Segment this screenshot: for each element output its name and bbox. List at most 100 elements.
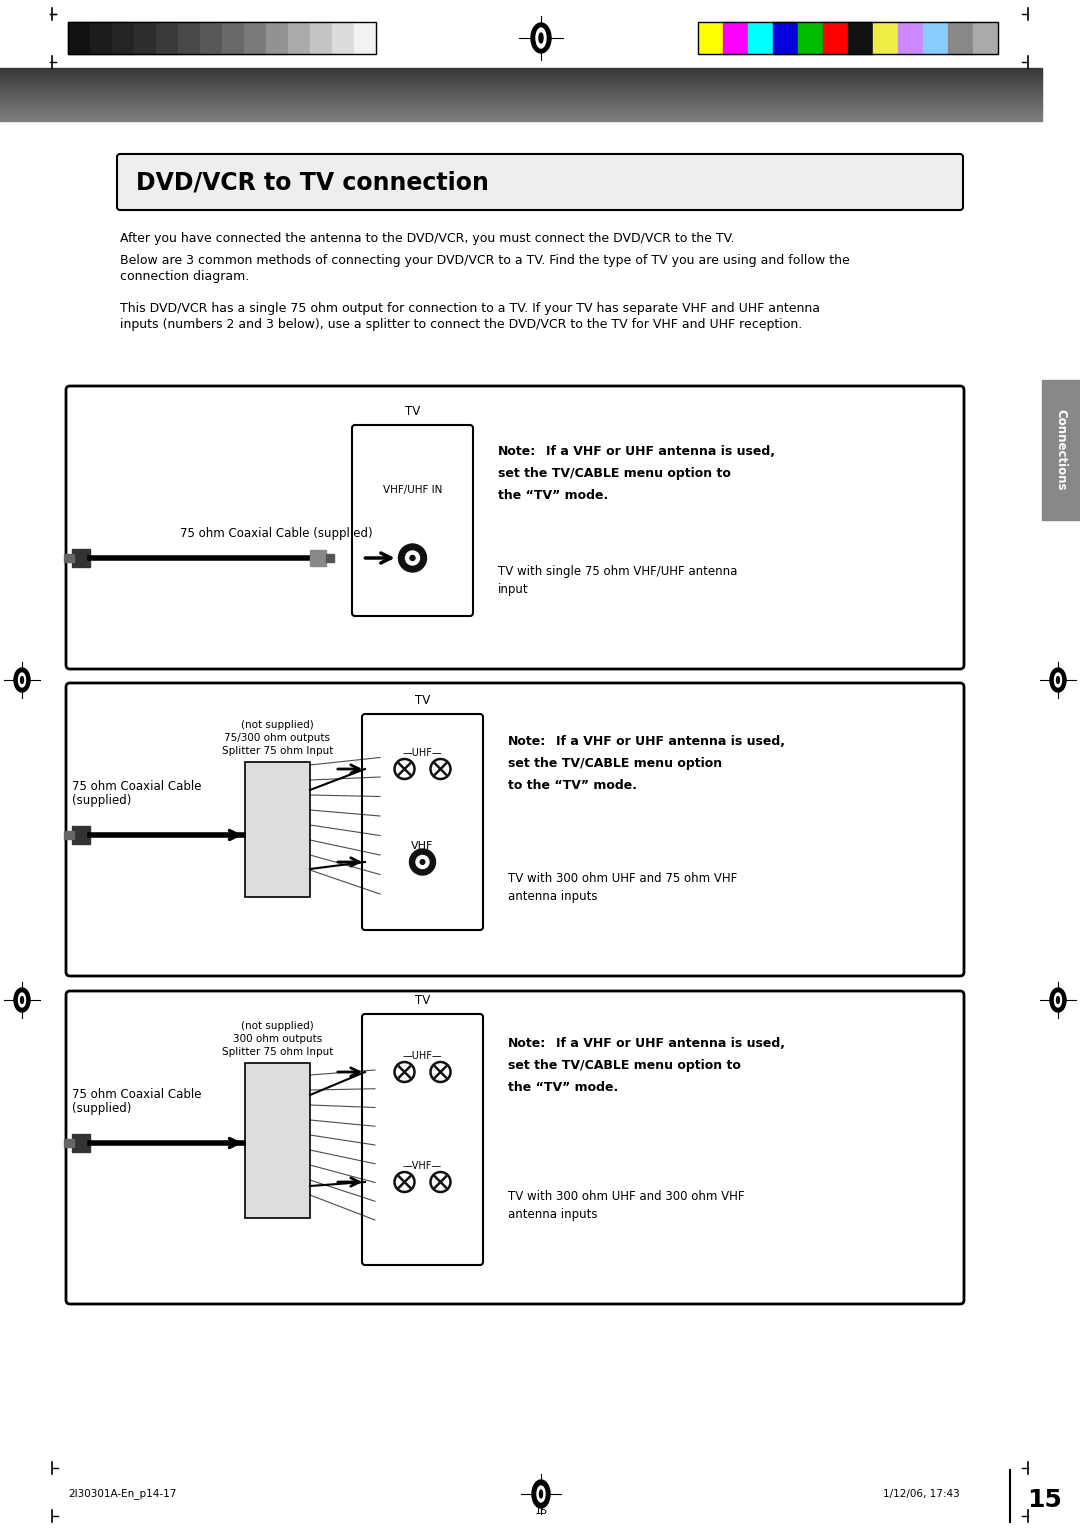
Bar	[134, 21, 156, 53]
Bar	[773, 21, 798, 53]
Bar	[72, 1134, 90, 1152]
Ellipse shape	[18, 993, 26, 1007]
FancyBboxPatch shape	[117, 154, 963, 209]
FancyBboxPatch shape	[362, 1015, 483, 1265]
Ellipse shape	[21, 996, 24, 1004]
Circle shape	[416, 856, 429, 868]
Ellipse shape	[532, 1481, 550, 1508]
Text: Note:: Note:	[508, 1038, 546, 1050]
Ellipse shape	[1056, 996, 1059, 1004]
Text: 300 ohm outputs: 300 ohm outputs	[233, 1034, 322, 1044]
Bar	[112, 21, 134, 53]
Text: After you have connected the antenna to the DVD/VCR, you must connect the DVD/VC: After you have connected the antenna to …	[120, 232, 734, 244]
Text: TV with single 75 ohm VHF/UHF antenna: TV with single 75 ohm VHF/UHF antenna	[498, 565, 738, 578]
Bar	[723, 21, 748, 53]
FancyBboxPatch shape	[362, 714, 483, 931]
Text: TV: TV	[415, 995, 430, 1007]
Bar	[0, 110, 1042, 113]
Bar	[0, 78, 1042, 81]
Bar	[0, 104, 1042, 107]
Text: inputs (numbers 2 and 3 below), use a splitter to connect the DVD/VCR to the TV : inputs (numbers 2 and 3 below), use a sp…	[120, 318, 802, 332]
Ellipse shape	[1056, 677, 1059, 683]
Text: TV with 300 ohm UHF and 300 ohm VHF: TV with 300 ohm UHF and 300 ohm VHF	[508, 1190, 744, 1203]
Bar	[0, 118, 1042, 121]
Bar	[64, 831, 75, 839]
Text: the “TV” mode.: the “TV” mode.	[508, 1080, 618, 1094]
Text: the “TV” mode.: the “TV” mode.	[498, 489, 608, 503]
Text: connection diagram.: connection diagram.	[120, 270, 249, 283]
Ellipse shape	[1050, 989, 1066, 1012]
Text: 2I30301A-En_p14-17: 2I30301A-En_p14-17	[68, 1488, 176, 1499]
Bar	[0, 81, 1042, 84]
Circle shape	[410, 556, 415, 561]
Bar	[798, 21, 823, 53]
Text: If a VHF or UHF antenna is used,: If a VHF or UHF antenna is used,	[556, 1038, 785, 1050]
Bar	[0, 107, 1042, 110]
Text: 15: 15	[1027, 1488, 1063, 1513]
Text: —UHF—: —UHF—	[403, 1051, 443, 1060]
Ellipse shape	[14, 989, 30, 1012]
Text: This DVD/VCR has a single 75 ohm output for connection to a TV. If your TV has s: This DVD/VCR has a single 75 ohm output …	[120, 303, 820, 315]
Text: —UHF—: —UHF—	[403, 749, 443, 758]
Bar	[0, 76, 1042, 79]
Bar	[0, 92, 1042, 95]
Text: Splitter 75 ohm Input: Splitter 75 ohm Input	[221, 1047, 334, 1057]
FancyBboxPatch shape	[66, 387, 964, 669]
Text: Note:: Note:	[498, 445, 537, 458]
Bar	[0, 99, 1042, 102]
Ellipse shape	[1054, 993, 1062, 1007]
Ellipse shape	[537, 1487, 545, 1502]
Bar	[973, 21, 998, 53]
Circle shape	[431, 1172, 450, 1192]
Text: VHF/UHF IN: VHF/UHF IN	[382, 484, 442, 495]
Bar	[288, 21, 310, 53]
Bar	[200, 21, 222, 53]
Circle shape	[409, 850, 435, 876]
Bar	[0, 89, 1042, 92]
Bar	[848, 21, 873, 53]
Text: to the “TV” mode.: to the “TV” mode.	[508, 779, 637, 792]
Text: set the TV/CABLE menu option to: set the TV/CABLE menu option to	[508, 1059, 741, 1073]
Ellipse shape	[1054, 672, 1062, 688]
Text: TV with 300 ohm UHF and 75 ohm VHF: TV with 300 ohm UHF and 75 ohm VHF	[508, 872, 738, 885]
Text: Splitter 75 ohm Input: Splitter 75 ohm Input	[221, 746, 334, 756]
Text: (supplied): (supplied)	[72, 1102, 132, 1115]
Bar	[245, 762, 310, 897]
Ellipse shape	[539, 34, 543, 43]
Text: 1/12/06, 17:43: 1/12/06, 17:43	[883, 1488, 960, 1499]
Ellipse shape	[18, 672, 26, 688]
Bar	[823, 21, 848, 53]
Ellipse shape	[21, 677, 24, 683]
Bar	[68, 21, 90, 53]
Bar	[244, 21, 266, 53]
Circle shape	[399, 544, 427, 571]
Circle shape	[394, 1062, 415, 1082]
Text: 75 ohm Coaxial Cable: 75 ohm Coaxial Cable	[72, 779, 202, 793]
Bar	[266, 21, 288, 53]
Circle shape	[394, 759, 415, 779]
Bar	[64, 1138, 75, 1148]
Circle shape	[405, 552, 419, 565]
Circle shape	[431, 759, 450, 779]
Bar	[0, 70, 1042, 73]
Text: 75/300 ohm outputs: 75/300 ohm outputs	[225, 733, 330, 743]
FancyBboxPatch shape	[66, 992, 964, 1303]
Bar	[326, 555, 334, 562]
Ellipse shape	[14, 668, 30, 692]
FancyBboxPatch shape	[352, 425, 473, 616]
Bar	[897, 21, 923, 53]
Bar	[0, 69, 1042, 72]
Bar	[310, 550, 326, 565]
Bar	[0, 112, 1042, 115]
Text: Note:: Note:	[508, 735, 546, 749]
Text: —VHF—: —VHF—	[403, 1161, 442, 1170]
FancyBboxPatch shape	[66, 683, 964, 976]
Bar	[64, 555, 75, 562]
Bar	[90, 21, 112, 53]
Bar	[72, 549, 90, 567]
Bar	[698, 21, 998, 53]
Bar	[310, 21, 332, 53]
Text: TV: TV	[415, 694, 430, 707]
Bar	[156, 21, 178, 53]
Bar	[0, 86, 1042, 89]
